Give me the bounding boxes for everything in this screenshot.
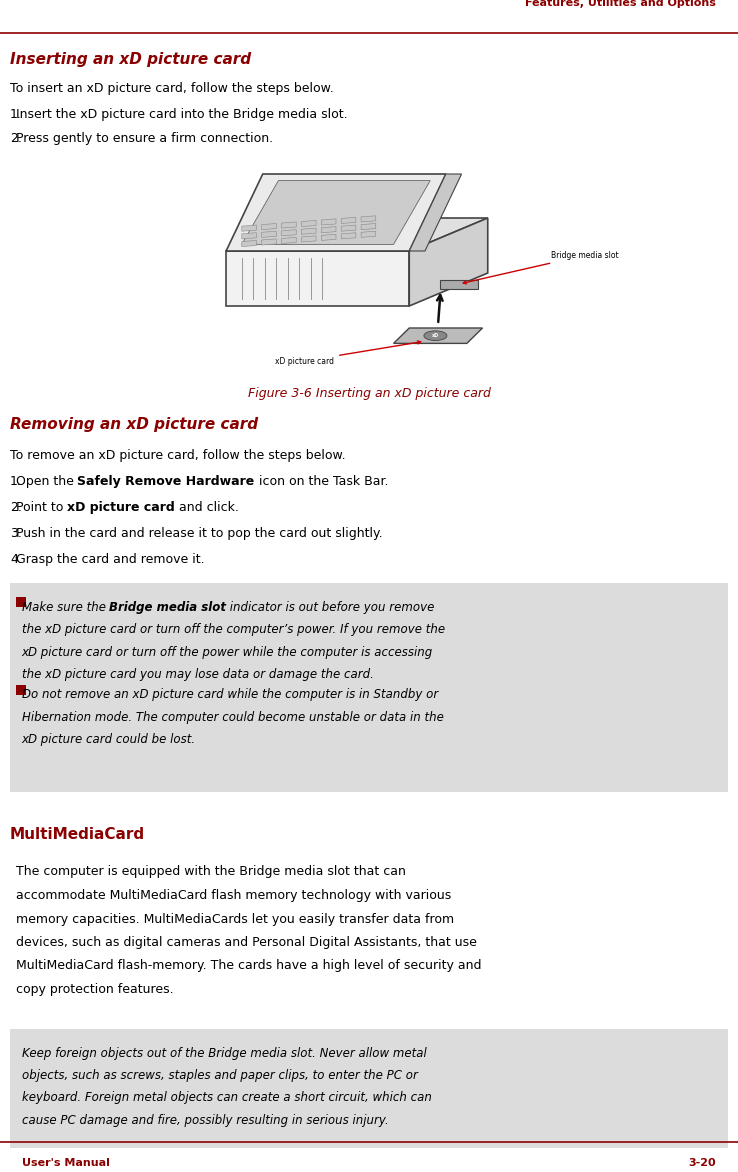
Text: memory capacities. MultiMediaCards let you easily transfer data from: memory capacities. MultiMediaCards let y… (15, 913, 454, 926)
Polygon shape (226, 173, 446, 251)
Text: The computer is equipped with the Bridge media slot that can: The computer is equipped with the Bridge… (15, 865, 405, 879)
Text: Safely Remove Hardware: Safely Remove Hardware (77, 475, 255, 488)
Polygon shape (341, 225, 356, 231)
Polygon shape (242, 225, 256, 231)
Text: keyboard. Foreign metal objects can create a short circuit, which can: keyboard. Foreign metal objects can crea… (21, 1091, 432, 1104)
Polygon shape (282, 238, 296, 244)
Text: indicator is out before you remove: indicator is out before you remove (227, 601, 435, 614)
Text: icon on the Task Bar.: icon on the Task Bar. (255, 475, 388, 488)
Polygon shape (282, 230, 296, 236)
Text: Point to: Point to (15, 500, 67, 515)
Text: Removing an xD picture card: Removing an xD picture card (10, 417, 258, 432)
Text: Grasp the card and remove it.: Grasp the card and remove it. (15, 553, 204, 566)
FancyBboxPatch shape (16, 598, 26, 607)
Text: To insert an xD picture card, follow the steps below.: To insert an xD picture card, follow the… (10, 82, 334, 95)
Polygon shape (410, 218, 488, 306)
Text: Bridge media slot: Bridge media slot (109, 601, 227, 614)
Text: MultiMediaCard flash-memory. The cards have a high level of security and: MultiMediaCard flash-memory. The cards h… (15, 960, 481, 973)
Text: 3.: 3. (10, 527, 22, 540)
Polygon shape (242, 240, 256, 246)
FancyBboxPatch shape (10, 1029, 728, 1149)
Text: 2.: 2. (10, 132, 22, 145)
FancyBboxPatch shape (440, 280, 478, 288)
Polygon shape (226, 218, 488, 251)
FancyBboxPatch shape (16, 684, 26, 695)
Text: Open the: Open the (15, 475, 77, 488)
Text: User's Manual: User's Manual (22, 1158, 110, 1168)
FancyBboxPatch shape (10, 582, 728, 792)
Polygon shape (301, 236, 316, 241)
Polygon shape (242, 180, 430, 245)
Polygon shape (301, 220, 316, 226)
Polygon shape (321, 226, 336, 233)
Polygon shape (262, 231, 276, 238)
Polygon shape (361, 216, 376, 222)
Text: Figure 3-6 Inserting an xD picture card: Figure 3-6 Inserting an xD picture card (247, 387, 491, 400)
Text: Bridge media slot: Bridge media slot (463, 251, 618, 284)
Polygon shape (361, 224, 376, 230)
Text: Features, Utilities and Options: Features, Utilities and Options (525, 0, 716, 8)
Text: the xD picture card or turn off the computer’s power. If you remove the: the xD picture card or turn off the comp… (21, 624, 444, 636)
Text: xD picture card could be lost.: xD picture card could be lost. (21, 734, 196, 747)
Polygon shape (341, 233, 356, 239)
Polygon shape (393, 328, 483, 343)
Polygon shape (361, 231, 376, 238)
Text: xD: xD (432, 333, 439, 339)
Text: copy protection features.: copy protection features. (15, 983, 173, 996)
Polygon shape (262, 239, 276, 245)
Text: devices, such as digital cameras and Personal Digital Assistants, that use: devices, such as digital cameras and Per… (15, 936, 476, 949)
Text: Do not remove an xD picture card while the computer is in Standby or: Do not remove an xD picture card while t… (21, 688, 438, 702)
Polygon shape (226, 251, 410, 306)
Text: MultiMediaCard: MultiMediaCard (10, 827, 145, 843)
Polygon shape (282, 222, 296, 229)
Text: 1.: 1. (10, 475, 22, 488)
Polygon shape (410, 173, 461, 251)
Polygon shape (321, 219, 336, 225)
Text: accommodate MultiMediaCard flash memory technology with various: accommodate MultiMediaCard flash memory … (15, 890, 451, 902)
Text: Insert the xD picture card into the Bridge media slot.: Insert the xD picture card into the Brid… (15, 108, 347, 121)
Text: 1.: 1. (10, 108, 22, 121)
Text: Make sure the: Make sure the (21, 601, 109, 614)
Text: Keep foreign objects out of the Bridge media slot. Never allow metal: Keep foreign objects out of the Bridge m… (21, 1047, 427, 1059)
Text: To remove an xD picture card, follow the steps below.: To remove an xD picture card, follow the… (10, 449, 345, 462)
Text: 4.: 4. (10, 553, 22, 566)
Text: objects, such as screws, staples and paper clips, to enter the PC or: objects, such as screws, staples and pap… (21, 1069, 418, 1082)
Text: 3-20: 3-20 (689, 1158, 716, 1168)
Text: 2.: 2. (10, 500, 22, 515)
Polygon shape (242, 233, 256, 239)
Polygon shape (341, 217, 356, 224)
Text: Push in the card and release it to pop the card out slightly.: Push in the card and release it to pop t… (15, 527, 382, 540)
Polygon shape (321, 234, 336, 240)
Polygon shape (301, 229, 316, 234)
Text: xD picture card or turn off the power while the computer is accessing: xD picture card or turn off the power wh… (21, 646, 432, 659)
Polygon shape (262, 224, 276, 230)
Text: Inserting an xD picture card: Inserting an xD picture card (10, 52, 251, 67)
Text: cause PC damage and fire, possibly resulting in serious injury.: cause PC damage and fire, possibly resul… (21, 1115, 388, 1127)
Text: Hibernation mode. The computer could become unstable or data in the: Hibernation mode. The computer could bec… (21, 711, 444, 724)
Text: xD picture card: xD picture card (275, 341, 421, 366)
Circle shape (424, 331, 447, 341)
Text: Press gently to ensure a firm connection.: Press gently to ensure a firm connection… (15, 132, 272, 145)
Text: and click.: and click. (175, 500, 238, 515)
Text: the xD picture card you may lose data or damage the card.: the xD picture card you may lose data or… (21, 668, 373, 681)
Text: xD picture card: xD picture card (67, 500, 175, 515)
